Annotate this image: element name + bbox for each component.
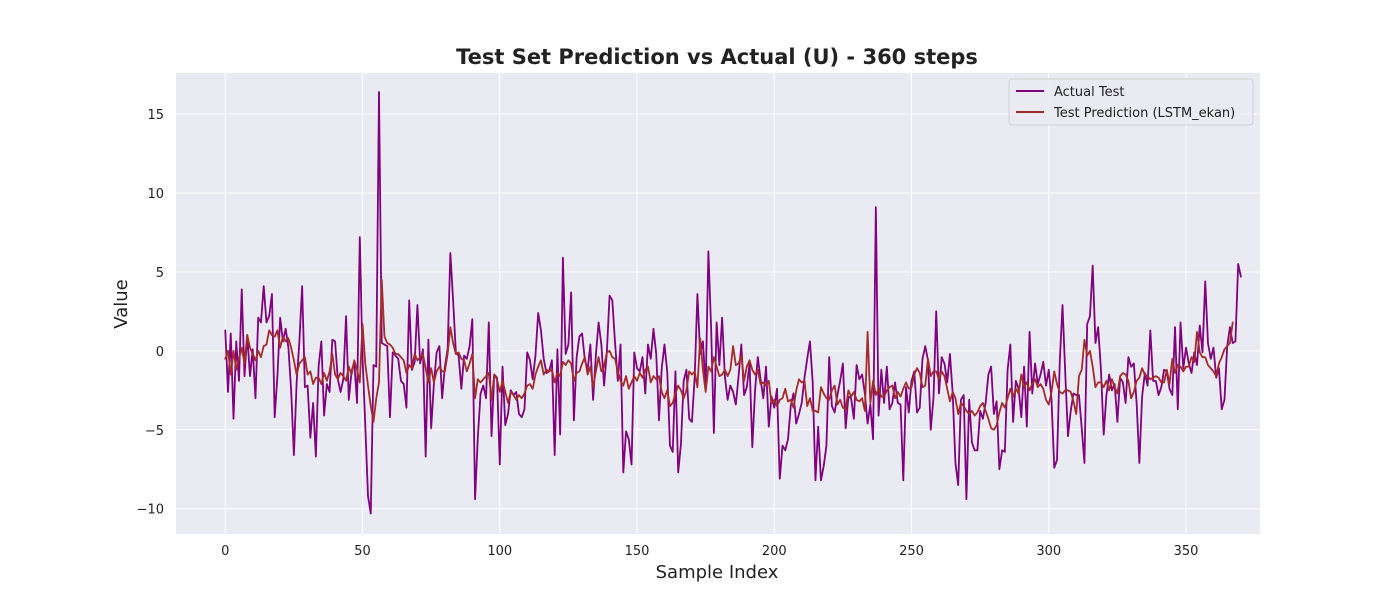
y-tick-label: 0	[156, 345, 164, 360]
y-tick-label: 15	[147, 108, 164, 123]
x-tick-label: 200	[762, 544, 787, 559]
x-axis-label: Sample Index	[656, 562, 779, 583]
x-tick-label: 300	[1036, 544, 1061, 559]
series-line-prediction	[224, 278, 1234, 431]
y-tick-labels: −10 −5 0 5 10 15	[137, 108, 164, 518]
y-tick-label: −5	[145, 424, 164, 439]
legend-label-actual: Actual Test	[1054, 85, 1124, 100]
chart-title: Test Set Prediction vs Actual (U) - 360 …	[456, 45, 978, 69]
legend-label-prediction: Test Prediction (LSTM_ekan)	[1053, 106, 1235, 121]
x-tick-label: 250	[899, 544, 924, 559]
x-tick-label: 150	[625, 544, 650, 559]
y-tick-label: −10	[137, 503, 164, 518]
x-tick-label: 350	[1174, 544, 1199, 559]
y-tick-label: 5	[156, 266, 164, 281]
x-tick-label: 0	[221, 544, 229, 559]
x-tick-label: 50	[354, 544, 371, 559]
series-line-actual	[224, 91, 1242, 515]
y-axis-label: Value	[111, 279, 132, 328]
x-tick-labels: 0 50 100 150 200 250 300 350	[221, 544, 1198, 559]
plot-area	[176, 73, 1260, 534]
legend: Actual Test Test Prediction (LSTM_ekan)	[1008, 78, 1254, 126]
x-tick-label: 100	[487, 544, 512, 559]
y-tick-label: 10	[147, 187, 164, 202]
series-layer	[224, 91, 1242, 515]
legend-box	[1008, 78, 1254, 126]
